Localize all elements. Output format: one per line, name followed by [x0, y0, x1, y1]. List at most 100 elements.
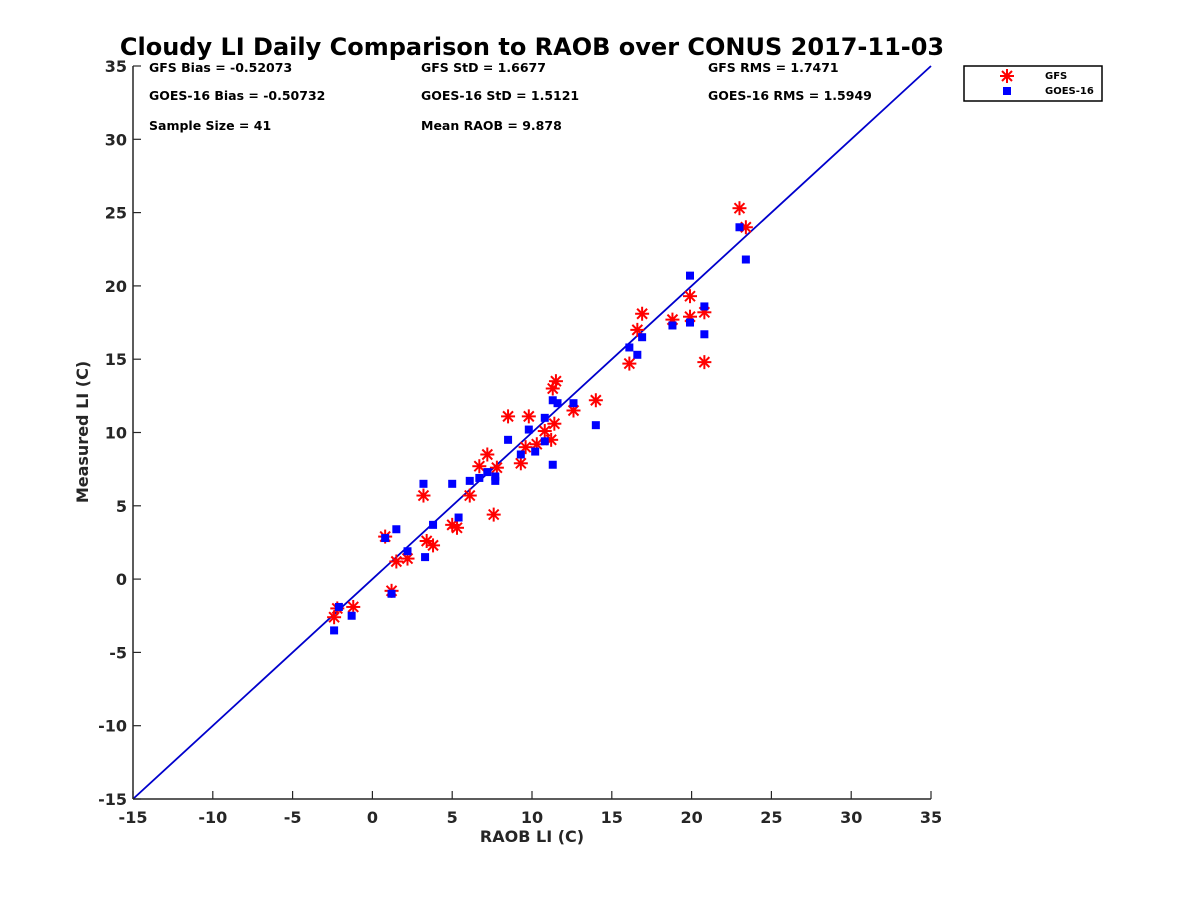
gfs-point: [518, 440, 533, 455]
goes-std-stat: GOES-16 StD = 1.5121: [421, 88, 579, 103]
x-tick-label: 35: [920, 808, 942, 827]
y-tick-label: -5: [109, 643, 127, 662]
goes-16-point: [429, 520, 438, 529]
y-tick-label: 25: [105, 204, 127, 223]
gfs-point: [683, 289, 698, 304]
gfs-point: [426, 538, 441, 553]
goes-16-point: [524, 425, 533, 434]
gfs-point: [462, 488, 477, 503]
gfs-point: [513, 456, 528, 471]
goes-16-point: [625, 343, 634, 352]
gfs-bias-stat: GFS Bias = -0.52073: [149, 60, 292, 75]
y-tick-label: 35: [105, 57, 127, 76]
goes-16-point: [330, 626, 339, 635]
goes-16-point: [668, 321, 677, 330]
gfs-point: [480, 447, 495, 462]
goes-16-point: [591, 421, 600, 430]
goes-16-point: [548, 396, 557, 405]
y-tick-label: 15: [105, 350, 127, 369]
gfs-point: [472, 459, 487, 474]
goes-16-point: [347, 611, 356, 620]
goes-16-point: [686, 318, 695, 327]
goes-16-point: [387, 589, 396, 598]
legend-box: [963, 65, 1103, 102]
gfs-point: [547, 416, 562, 431]
chart-title: Cloudy LI Daily Comparison to RAOB over …: [120, 33, 944, 61]
gfs-point: [389, 554, 404, 569]
goes-bias-stat: GOES-16 Bias = -0.50732: [149, 88, 325, 103]
goes-16-point: [741, 255, 750, 264]
gfs-point: [635, 306, 650, 321]
gfs-point: [346, 599, 361, 614]
x-tick-label: 10: [521, 808, 543, 827]
x-tick-label: 5: [447, 808, 458, 827]
legend-goes-label: GOES-16: [1045, 86, 1094, 97]
y-tick-label: 0: [116, 570, 127, 589]
y-tick-label: 20: [105, 277, 127, 296]
goes-16-point: [540, 413, 549, 422]
goes-16-point: [465, 476, 474, 485]
goes-16-point: [421, 553, 430, 562]
legend: GFS GOES-16: [963, 65, 1103, 102]
gfs-std-stat: GFS StD = 1.6677: [421, 60, 546, 75]
goes-16-point: [735, 223, 744, 232]
goes-16-point: [475, 473, 484, 482]
x-tick-label: 0: [367, 808, 378, 827]
goes-16-point: [504, 435, 513, 444]
goes-16-point: [638, 333, 647, 342]
goes-16-point: [491, 472, 500, 481]
gfs-point: [449, 520, 464, 535]
y-tick-label: 30: [105, 130, 127, 149]
x-tick-label: -5: [284, 808, 302, 827]
x-axis-label: RAOB LI (C): [480, 827, 584, 846]
goes-16-point: [483, 468, 492, 477]
y-tick-label: -15: [98, 790, 127, 809]
sample-size-stat: Sample Size = 41: [149, 118, 271, 133]
goes-16-point: [448, 479, 457, 488]
mean-raob-stat: Mean RAOB = 9.878: [421, 118, 562, 133]
gfs-point: [588, 393, 603, 408]
goes-16-point: [553, 399, 562, 408]
goes-16-point: [516, 450, 525, 459]
gfs-point: [622, 356, 637, 371]
gfs-point: [697, 355, 712, 370]
y-tick-label: 10: [105, 424, 127, 443]
gfs-point: [416, 488, 431, 503]
y-tick-label: -10: [98, 717, 127, 736]
x-tick-label: 20: [680, 808, 702, 827]
gfs-point: [486, 507, 501, 522]
goes-16-point: [633, 350, 642, 359]
goes-rms-stat: GOES-16 RMS = 1.5949: [708, 88, 872, 103]
goes-16-point: [334, 602, 343, 611]
y-tick-label: 5: [116, 497, 127, 516]
goes-16-point: [491, 476, 500, 485]
goes-16-point: [548, 460, 557, 469]
gfs-point: [537, 424, 552, 439]
y-axis-label: Measured LI (C): [73, 361, 92, 503]
gfs-point: [521, 409, 536, 424]
x-tick-label: -15: [119, 808, 148, 827]
x-tick-label: 15: [601, 808, 623, 827]
stats-block: GFS Bias = -0.52073 GFS StD = 1.6677 GFS…: [149, 60, 872, 133]
legend-gfs-label: GFS: [1045, 71, 1067, 82]
plot-area: [132, 65, 932, 800]
legend-gfs-marker: [1000, 69, 1014, 83]
goes-16-point: [454, 513, 463, 522]
gfs-point: [489, 460, 504, 475]
goes-16-point: [700, 330, 709, 339]
gfs-rms-stat: GFS RMS = 1.7471: [708, 60, 839, 75]
goes-16-point: [392, 525, 401, 534]
x-tick-label: 25: [760, 808, 782, 827]
goes-16-point: [686, 271, 695, 280]
goes-16-point: [540, 437, 549, 446]
gfs-point: [501, 409, 516, 424]
goes-16-point: [531, 447, 540, 456]
gfs-point: [732, 201, 747, 216]
gfs-point: [548, 374, 563, 389]
x-tick-label: -10: [198, 808, 227, 827]
x-tick-label: 30: [840, 808, 862, 827]
goes-16-point: [700, 302, 709, 311]
goes-16-point: [403, 547, 412, 556]
